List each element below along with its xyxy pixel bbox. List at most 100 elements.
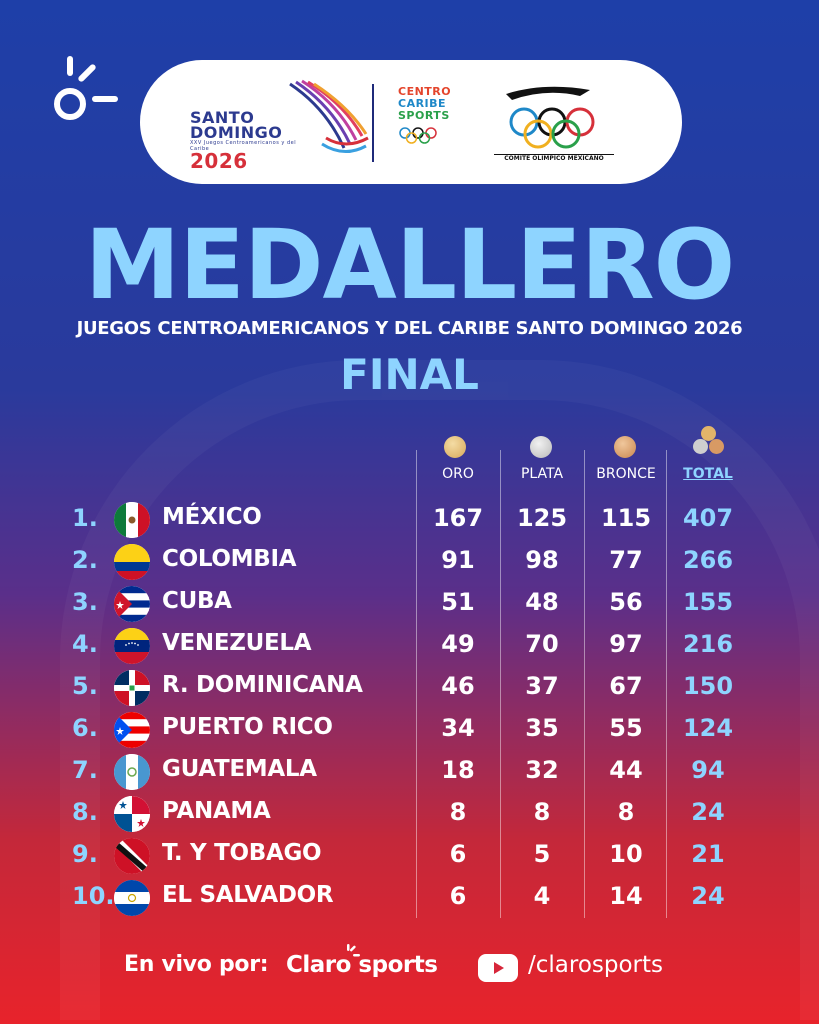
row-bronze: 77 bbox=[609, 546, 643, 574]
row-silver: 37 bbox=[525, 672, 559, 700]
row-silver: 125 bbox=[516, 504, 568, 532]
row-total: 21 bbox=[691, 840, 725, 868]
row-bronze: 115 bbox=[600, 504, 652, 532]
row-rank: 7. bbox=[72, 756, 98, 784]
column-header-oro: ORO bbox=[442, 466, 474, 482]
footer-brand: Claro sports bbox=[286, 952, 438, 978]
row-rank: 3. bbox=[72, 588, 98, 616]
cuba-flag-icon bbox=[114, 586, 150, 622]
row-rank: 5. bbox=[72, 672, 98, 700]
table-row: 5. R. DOMINICANA 46 37 67 150 bbox=[0, 668, 819, 710]
olympic-rings-small-icon bbox=[399, 127, 437, 144]
row-silver: 98 bbox=[525, 546, 559, 574]
table-row: 2. COLOMBIA 91 98 77 266 bbox=[0, 542, 819, 584]
column-header-bronce: BRONCE bbox=[596, 466, 656, 482]
claro-sports-logo-icon bbox=[54, 56, 118, 120]
row-total: 124 bbox=[682, 714, 734, 742]
row-rank: 4. bbox=[72, 630, 98, 658]
sd-logo-year: 2026 bbox=[190, 149, 248, 173]
table-row: 1. MÉXICO 167 125 115 407 bbox=[0, 500, 819, 542]
youtube-icon[interactable] bbox=[478, 954, 518, 982]
comite-olimpico-text: COMITE OLIMPICO MEXICANO bbox=[494, 154, 614, 162]
table-row: 4. VENEZUELA 49 70 97 216 bbox=[0, 626, 819, 668]
row-country: VENEZUELA bbox=[162, 630, 312, 656]
column-divider bbox=[666, 450, 667, 918]
row-silver: 32 bbox=[525, 756, 559, 784]
row-rank: 1. bbox=[72, 504, 98, 532]
row-total: 216 bbox=[682, 630, 734, 658]
footer-prefix: En vivo por: bbox=[124, 952, 269, 977]
row-rank: 2. bbox=[72, 546, 98, 574]
row-country: PANAMA bbox=[162, 798, 271, 824]
silver-medal-icon bbox=[530, 436, 552, 458]
row-country: R. DOMINICANA bbox=[162, 672, 363, 698]
row-silver: 35 bbox=[525, 714, 559, 742]
row-gold: 51 bbox=[441, 588, 475, 616]
dominican-republic-flag-icon bbox=[114, 670, 150, 706]
medal-stack-icon bbox=[692, 426, 726, 460]
cc-logo-line3: SPORTS bbox=[398, 109, 450, 122]
row-country: EL SALVADOR bbox=[162, 882, 334, 908]
column-divider bbox=[584, 450, 585, 918]
row-country: MÉXICO bbox=[162, 504, 262, 530]
el-salvador-flag-icon bbox=[114, 880, 150, 916]
row-bronze: 56 bbox=[609, 588, 643, 616]
column-header-plata: PLATA bbox=[520, 466, 564, 482]
cc-logo-line2: CARIBE bbox=[398, 97, 447, 110]
row-bronze: 8 bbox=[617, 798, 635, 826]
table-row: 7. GUATEMALA 18 32 44 94 bbox=[0, 752, 819, 794]
row-country: CUBA bbox=[162, 588, 232, 614]
row-total: 94 bbox=[691, 756, 725, 784]
comite-olimpico-mexicano-logo: COMITE OLIMPICO MEXICANO bbox=[494, 80, 614, 166]
row-country: PUERTO RICO bbox=[162, 714, 333, 740]
row-silver: 70 bbox=[525, 630, 559, 658]
row-gold: 167 bbox=[432, 504, 484, 532]
row-rank: 10. bbox=[72, 882, 115, 910]
row-total: 24 bbox=[691, 798, 725, 826]
sd-logo-line2: DOMINGO bbox=[190, 123, 283, 142]
trinidad-tobago-flag-icon bbox=[114, 838, 150, 874]
sponsor-logos-card: SANTO DOMINGO XXV Juegos Centroamericano… bbox=[140, 60, 682, 184]
row-gold: 34 bbox=[441, 714, 475, 742]
mexico-flag-icon bbox=[114, 502, 150, 538]
santo-domingo-swoosh-icon bbox=[289, 79, 369, 153]
row-bronze: 67 bbox=[609, 672, 643, 700]
footer-handle[interactable]: /clarosports bbox=[528, 952, 664, 978]
claro-accent-icon bbox=[347, 944, 360, 957]
bronze-medal-icon bbox=[614, 436, 636, 458]
table-row: 6. PUERTO RICO 34 35 55 124 bbox=[0, 710, 819, 752]
venezuela-flag-icon bbox=[114, 628, 150, 664]
row-total: 150 bbox=[682, 672, 734, 700]
column-header-total: TOTAL bbox=[683, 466, 733, 482]
row-country: GUATEMALA bbox=[162, 756, 317, 782]
row-gold: 91 bbox=[441, 546, 475, 574]
row-rank: 6. bbox=[72, 714, 98, 742]
table-row: 3. CUBA 51 48 56 155 bbox=[0, 584, 819, 626]
row-rank: 8. bbox=[72, 798, 98, 826]
sd-logo-line1: SANTO bbox=[190, 108, 255, 127]
eagle-olympic-rings-icon bbox=[506, 86, 595, 149]
row-gold: 8 bbox=[449, 798, 467, 826]
gold-medal-icon bbox=[444, 436, 466, 458]
page-title: MEDALLERO bbox=[84, 209, 736, 321]
cc-logo-line1: CENTRO bbox=[398, 85, 452, 98]
guatemala-flag-icon bbox=[114, 754, 150, 790]
page-subtitle: JUEGOS CENTROAMERICANOS Y DEL CARIBE SAN… bbox=[76, 318, 743, 339]
footer: En vivo por: Claro sports /clarosports bbox=[0, 944, 819, 988]
row-total: 155 bbox=[682, 588, 734, 616]
row-gold: 6 bbox=[449, 882, 467, 910]
logo-divider bbox=[372, 84, 374, 162]
row-bronze: 10 bbox=[609, 840, 643, 868]
table-row: 8. PANAMA 8 8 8 24 bbox=[0, 794, 819, 836]
santo-domingo-2026-logo: SANTO DOMINGO XXV Juegos Centroamericano… bbox=[190, 78, 370, 171]
row-gold: 6 bbox=[449, 840, 467, 868]
row-bronze: 55 bbox=[609, 714, 643, 742]
row-country: T. Y TOBAGO bbox=[162, 840, 322, 866]
puerto-rico-flag-icon bbox=[114, 712, 150, 748]
row-bronze: 14 bbox=[609, 882, 643, 910]
panama-flag-icon bbox=[114, 796, 150, 832]
row-gold: 46 bbox=[441, 672, 475, 700]
row-silver: 4 bbox=[533, 882, 551, 910]
colombia-flag-icon bbox=[114, 544, 150, 580]
table-row: 9. T. Y TOBAGO 6 5 10 21 bbox=[0, 836, 819, 878]
